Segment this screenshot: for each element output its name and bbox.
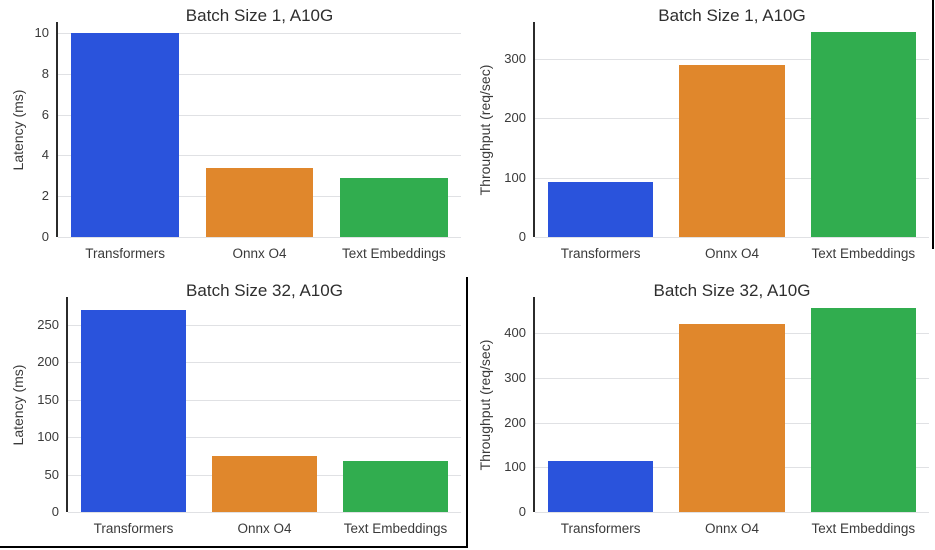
x-category-label: Onnx O4 bbox=[704, 246, 759, 261]
y-tick-label: 400 bbox=[504, 325, 526, 341]
figure-bottom-border-line bbox=[0, 546, 468, 548]
chart-latency-batch32: Batch Size 32, A10G Latency (ms) 0 50 100 150… bbox=[0, 275, 467, 550]
x-category-label: Transformers bbox=[93, 521, 174, 536]
y-tick-label: 200 bbox=[504, 414, 526, 430]
chart-latency-batch1: Batch Size 1, A10G Latency (ms) 0 2 4 6 8 10 Tra… bbox=[0, 0, 467, 275]
gridline bbox=[535, 237, 929, 238]
y-axis-spine bbox=[533, 22, 535, 237]
y-tick-label: 100 bbox=[37, 429, 59, 445]
x-category-label: Transformers bbox=[85, 246, 166, 261]
y-tick-label: 8 bbox=[41, 65, 49, 81]
bar-text-embeddings bbox=[340, 177, 448, 237]
chart-title: Batch Size 1, A10G bbox=[185, 6, 334, 25]
bar-transformers bbox=[71, 33, 179, 237]
bar-onnx-o4 bbox=[679, 64, 785, 237]
bar-text-embeddings bbox=[810, 307, 916, 512]
y-tick-label: 300 bbox=[504, 369, 526, 385]
bar-onnx-o4 bbox=[679, 324, 785, 512]
chart-title: Batch Size 1, A10G bbox=[658, 6, 806, 25]
bar-onnx-o4 bbox=[212, 455, 317, 512]
bar-transformers bbox=[548, 182, 654, 237]
gridline bbox=[58, 33, 461, 35]
y-tick-label: 0 bbox=[51, 504, 59, 519]
figure-middle-divider-line bbox=[466, 277, 468, 548]
y-tick-label: 100 bbox=[504, 169, 526, 185]
figure-right-border-line bbox=[932, 0, 934, 249]
x-category-label: Text Embeddings bbox=[811, 246, 916, 261]
gridline bbox=[68, 399, 461, 401]
y-tick-label: 2 bbox=[41, 188, 49, 204]
x-category-label: Text Embeddings bbox=[342, 246, 446, 261]
gridline bbox=[58, 73, 461, 75]
y-tick-label: 250 bbox=[37, 316, 59, 332]
x-category-label: Onnx O4 bbox=[237, 521, 292, 536]
y-axis-label: Throughput (req/sec) bbox=[477, 339, 493, 470]
gridline bbox=[58, 114, 461, 116]
x-category-label: Text Embeddings bbox=[343, 521, 448, 536]
y-axis-spine bbox=[66, 297, 68, 512]
gridline bbox=[535, 58, 929, 60]
chart-throughput-batch32: Batch Size 32, A10G Throughput (req/sec) 0… bbox=[467, 275, 935, 550]
y-tick-label: 300 bbox=[504, 50, 526, 66]
x-category-label: Onnx O4 bbox=[704, 521, 759, 536]
gridline bbox=[58, 237, 461, 238]
x-category-label: Text Embeddings bbox=[811, 521, 916, 536]
y-tick-label: 0 bbox=[41, 229, 49, 244]
y-axis-spine bbox=[56, 22, 58, 237]
chart-title: Batch Size 32, A10G bbox=[186, 281, 343, 300]
chart-title: Batch Size 32, A10G bbox=[653, 281, 811, 300]
y-tick-label: 6 bbox=[41, 106, 49, 122]
gridline bbox=[535, 512, 929, 513]
bar-onnx-o4 bbox=[205, 167, 314, 237]
bar-transformers bbox=[81, 309, 186, 512]
chart-throughput-batch1: Batch Size 1, A10G Throughput (req/sec) 0 1… bbox=[467, 0, 935, 275]
y-tick-label: 100 bbox=[504, 459, 526, 475]
y-axis-spine bbox=[533, 297, 535, 512]
bar-text-embeddings bbox=[810, 32, 916, 237]
gridline bbox=[68, 324, 461, 326]
x-category-label: Transformers bbox=[560, 521, 641, 536]
y-tick-label: 50 bbox=[44, 466, 59, 482]
y-tick-label: 10 bbox=[34, 25, 49, 41]
x-category-label: Transformers bbox=[560, 246, 641, 261]
bar-text-embeddings bbox=[343, 461, 448, 512]
y-tick-label: 4 bbox=[41, 147, 49, 163]
y-tick-label: 150 bbox=[37, 391, 59, 407]
gridline bbox=[68, 512, 461, 513]
y-tick-label: 0 bbox=[518, 504, 526, 519]
gridline bbox=[58, 155, 461, 157]
x-category-label: Onnx O4 bbox=[232, 246, 287, 261]
gridline bbox=[68, 437, 461, 439]
gridline bbox=[68, 362, 461, 364]
bar-transformers bbox=[548, 460, 654, 512]
y-tick-label: 0 bbox=[518, 229, 526, 244]
y-tick-label: 200 bbox=[37, 354, 59, 370]
y-tick-label: 200 bbox=[504, 110, 526, 126]
